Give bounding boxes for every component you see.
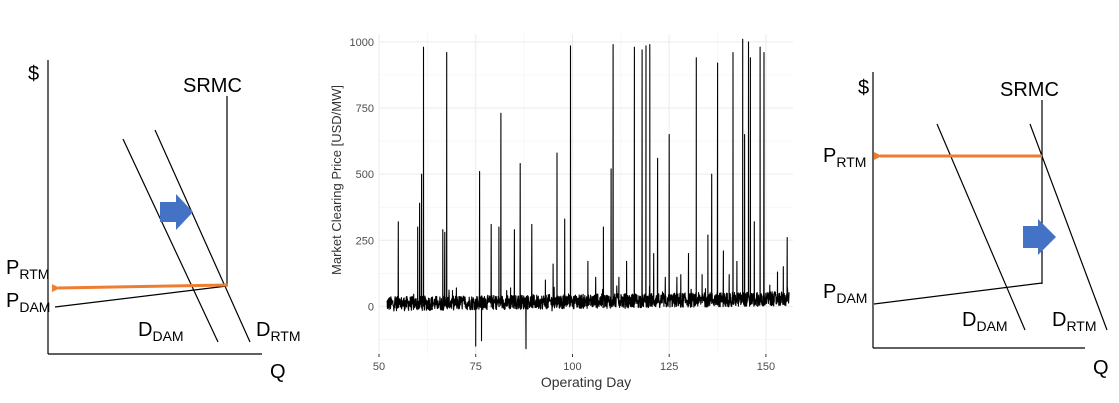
left-pdam-label: PDAM xyxy=(6,290,50,315)
x-axis-title: Operating Day xyxy=(541,374,631,390)
x-tick-label: 100 xyxy=(563,361,581,373)
x-tick-label: 150 xyxy=(757,361,775,373)
x-tick-label: 125 xyxy=(660,361,678,373)
left-y-axis-label: $ xyxy=(28,63,39,85)
left-drtm-label: DRTM xyxy=(256,319,301,344)
x-ticks: 50 75 100 125 150 xyxy=(373,354,775,373)
left-prtm-label: PRTM xyxy=(6,257,49,282)
y-axis-title: Market Clearing Price [USD/MW] xyxy=(329,85,344,275)
right-shift-arrow xyxy=(1023,219,1056,255)
left-diagram: $ Q SRMC PRTM PDAM DDAM DRTM xyxy=(6,60,301,383)
left-demand-rtm xyxy=(154,129,251,343)
left-srmc-label: SRMC xyxy=(183,75,242,97)
right-pdam-label: PDAM xyxy=(823,281,867,306)
left-ddam-label: DDAM xyxy=(138,319,184,344)
y-tick-label: 750 xyxy=(356,103,374,115)
right-pdam-line xyxy=(873,282,1043,305)
x-tick-label: 75 xyxy=(470,361,482,373)
right-drtm-label: DRTM xyxy=(1052,309,1097,334)
right-x-axis-label: Q xyxy=(1093,357,1109,379)
y-tick-label: 500 xyxy=(356,169,374,181)
left-prtm-arrow xyxy=(51,283,229,293)
y-tick-label: 0 xyxy=(368,301,374,313)
y-ticks: 0 250 500 750 1000 xyxy=(350,37,374,313)
right-demand-rtm xyxy=(1029,123,1108,331)
x-tick-label: 50 xyxy=(373,361,385,373)
y-tick-label: 1000 xyxy=(350,37,374,49)
price-series-line xyxy=(386,38,790,350)
left-demand-dam xyxy=(122,138,219,343)
right-y-axis-label: $ xyxy=(858,77,869,99)
right-demand-dam xyxy=(936,123,1026,331)
left-pdam-line xyxy=(54,285,228,308)
price-chart: 0 250 500 750 1000 50 75 100 125 150 Operating D… xyxy=(329,34,793,390)
left-x-axis-label: Q xyxy=(270,361,286,383)
right-ddam-label: DDAM xyxy=(962,309,1008,334)
left-shift-arrow xyxy=(160,194,193,230)
y-tick-label: 250 xyxy=(356,235,374,247)
right-srmc-label: SRMC xyxy=(1000,79,1059,101)
right-diagram: $ Q SRMC PRTM PDAM DDAM DRTM xyxy=(823,72,1109,379)
right-prtm-label: PRTM xyxy=(823,145,866,170)
